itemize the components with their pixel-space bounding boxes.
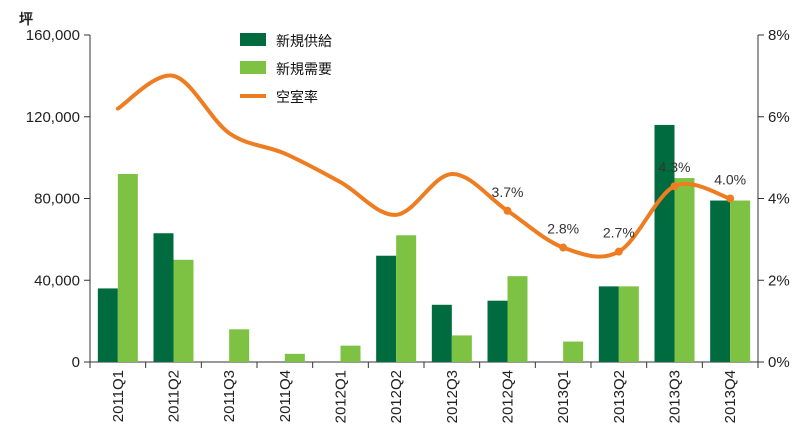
left-axis: 坪	[19, 12, 91, 362]
category-ticks: 2011Q1 2011Q2 2011Q3 2011Q4 2012Q1 2012Q2 2012…	[89, 362, 759, 423]
legend-label: 空室率	[276, 89, 318, 106]
x-tick-label: 2011Q3	[221, 370, 238, 422]
vacancy-rate-point	[559, 243, 568, 252]
data-label: 4.3%	[659, 159, 691, 175]
bar-new-demand	[284, 353, 305, 362]
data-label: 3.7%	[492, 184, 524, 200]
vacancy-rate-point	[614, 247, 623, 256]
x-tick-label: 2011Q1	[110, 370, 127, 422]
bar-new-demand	[173, 259, 194, 362]
x-tick-label: 2011Q4	[277, 370, 294, 422]
x-tick-label: 2013Q3	[667, 370, 684, 423]
right-tick-label: 2%	[768, 272, 790, 289]
bar-new-supply	[654, 124, 675, 362]
bar-new-supply	[598, 286, 619, 362]
left-tick-label: 80,000	[34, 191, 80, 208]
bar-new-demand	[229, 329, 250, 362]
bar-new-supply	[431, 304, 452, 362]
bar-new-demand	[507, 276, 528, 362]
data-label: 4.0%	[714, 172, 746, 188]
x-tick-label: 2012Q1	[333, 370, 350, 423]
data-label: 2.8%	[547, 221, 579, 237]
data-labels: 3.7% 2.8% 2.7% 4.3% 4.0%	[492, 159, 747, 240]
x-tick-label: 2012Q2	[388, 370, 405, 423]
x-tick-label: 2013Q4	[722, 370, 739, 423]
bar-new-demand	[451, 335, 472, 362]
bar-new-supply	[97, 288, 118, 362]
right-tick-label: 0%	[768, 354, 790, 371]
bar-new-demand	[117, 173, 138, 362]
left-tick-labels: 0 40,000 80,000 120,000 160,000	[26, 27, 90, 371]
legend-swatch	[240, 61, 266, 74]
right-tick-labels: 0% 2% 4% 6% 8%	[758, 27, 790, 371]
legend-label: 新規供給	[276, 34, 332, 50]
left-tick-label: 40,000	[34, 272, 80, 289]
vacancy-rate-point	[503, 206, 512, 215]
left-tick-label: 120,000	[26, 109, 80, 126]
bar-new-demand	[674, 178, 695, 362]
right-tick-label: 4%	[768, 191, 790, 208]
right-tick-label: 8%	[768, 27, 790, 44]
x-tick-label: 2013Q1	[555, 370, 572, 423]
bar-new-supply	[710, 200, 731, 362]
vacancy-rate-point	[670, 182, 679, 191]
right-tick-label: 6%	[768, 109, 790, 126]
vacancy-rate-line	[115, 73, 733, 259]
x-tick-label: 2013Q2	[611, 370, 628, 423]
left-tick-label: 0	[72, 354, 80, 371]
x-tick-label: 2012Q3	[444, 370, 461, 423]
vacancy-rate-point	[726, 194, 735, 203]
bars	[97, 124, 751, 362]
x-tick-label: 2011Q2	[166, 370, 183, 422]
bar-new-demand	[618, 286, 639, 362]
vacancy-line	[115, 73, 735, 259]
bar-new-supply	[153, 233, 174, 362]
left-axis-unit: 坪	[19, 12, 33, 28]
left-tick-label: 160,000	[26, 27, 80, 44]
data-label: 2.7%	[603, 225, 635, 241]
x-tick-label: 2012Q4	[500, 370, 517, 423]
bar-new-demand	[563, 341, 584, 362]
bar-new-supply	[376, 255, 397, 362]
bar-new-demand	[396, 235, 417, 362]
bar-new-supply	[487, 300, 508, 362]
legend-swatch	[240, 33, 266, 46]
bar-new-demand	[340, 345, 361, 362]
legend-label: 新規需要	[276, 62, 332, 78]
bar-new-demand	[730, 200, 751, 362]
